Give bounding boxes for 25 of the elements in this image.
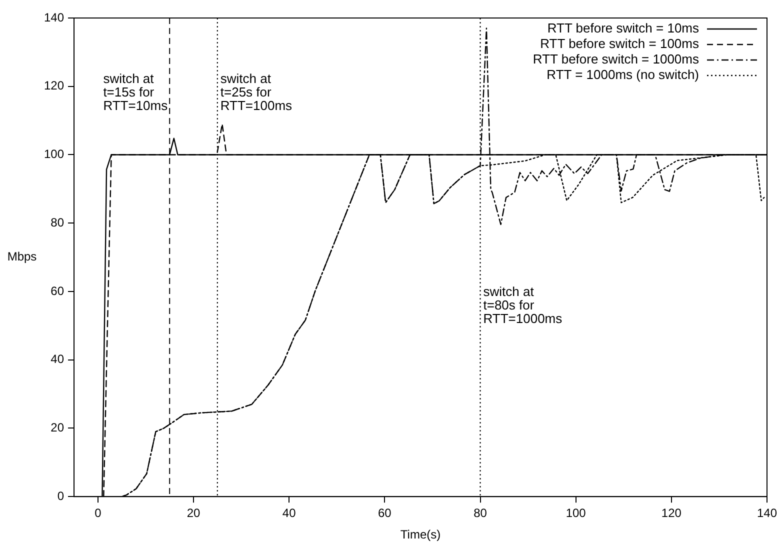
y-tick-label: 80 (50, 215, 64, 230)
x-axis-title: Time(s) (400, 527, 441, 542)
x-tick-label: 120 (661, 506, 682, 520)
legend-label: RTT = 1000ms (no switch) (546, 67, 699, 82)
y-tick-label: 140 (44, 10, 64, 24)
y-tick-label: 120 (44, 78, 64, 93)
y-tick-label: 40 (50, 352, 64, 366)
y-tick-label: 100 (44, 147, 64, 162)
ref-line-label: switch at t=80s for RTT=1000ms (483, 284, 563, 326)
legend-label: RTT before switch = 10ms (547, 20, 700, 36)
ref-line-label: switch at t=25s for RTT=100ms (220, 71, 293, 114)
x-tick-label: 40 (282, 506, 296, 520)
y-axis-title: Mbps (7, 250, 37, 264)
x-tick-label: 60 (378, 506, 392, 520)
x-tick-label: 0 (94, 506, 102, 520)
y-tick-label: 20 (50, 420, 64, 435)
x-tick-label: 80 (474, 506, 488, 520)
x-tick-label: 20 (186, 506, 200, 520)
legend-label: RTT before switch = 1000ms (532, 52, 700, 67)
y-tick-label: 0 (57, 488, 64, 503)
x-tick-label: 140 (756, 506, 778, 520)
legend-label: RTT before switch = 100ms (540, 36, 700, 52)
ref-line-label: switch at t=15s for RTT=10ms (103, 71, 168, 114)
x-tick-label: 100 (566, 506, 586, 520)
y-tick-label: 60 (50, 284, 64, 298)
